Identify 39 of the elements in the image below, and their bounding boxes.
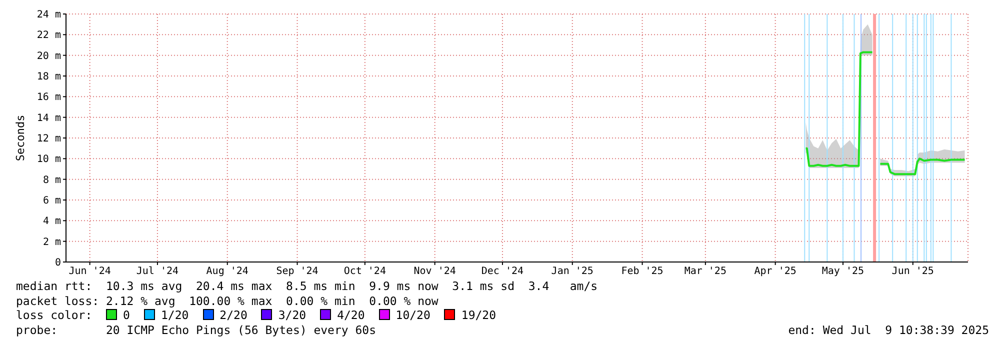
- legend-title: loss color:: [16, 308, 94, 322]
- y-tick-label: 12 m: [36, 134, 61, 145]
- y-tick-label: 4 m: [42, 216, 61, 228]
- x-tick-label: Mar '25: [684, 266, 726, 278]
- x-tick-label: Nov '24: [414, 266, 456, 278]
- x-tick-label: Aug '24: [206, 266, 248, 278]
- text: median rtt: 10.3 ms avg 20.4 ms max 8.5 ms min 9.9 ms now 3.1 ms sd 3.4 am/s: [16, 279, 599, 294]
- y-tick-label: 20 m: [36, 50, 61, 62]
- x-tick-label: Jun '24: [68, 266, 111, 278]
- legend-label: 4/20: [336, 308, 365, 322]
- x-tick-label: Feb '25: [621, 266, 664, 278]
- y-tick-label: 8 m: [42, 174, 61, 186]
- x-tick-label: May '25: [822, 266, 864, 278]
- text: packet loss: 2.12 % avg 100.00 % max 0.00 % min 0.00 % now: [16, 294, 440, 308]
- legend-label: 10/20: [394, 308, 430, 322]
- x-tick-label: Oct '24: [344, 266, 386, 278]
- x-tick-label: Jan '25: [551, 266, 594, 278]
- y-tick-label: 14 m: [36, 112, 61, 124]
- legend-label: 2/20: [218, 308, 248, 322]
- legend-label: 0: [122, 308, 130, 322]
- x-tick-label: Jul '24: [136, 266, 179, 278]
- legend-label: 19/20: [460, 308, 496, 322]
- x-tick-label: Jun '25: [892, 266, 934, 278]
- y-tick-label: 10 m: [36, 154, 61, 166]
- x-tick-label: Dec '24: [481, 266, 524, 278]
- y-tick-label: 16 m: [36, 92, 61, 104]
- y-tick-label: 0: [54, 258, 61, 269]
- text: end: Wed Jul 9 10:38:39 2025: [788, 322, 989, 337]
- y-tick-label: 22 m: [36, 30, 61, 42]
- y-axis-title: Seconds: [14, 114, 27, 162]
- x-tick-label: Sep '24: [276, 266, 318, 278]
- y-tick-label: 18 m: [36, 72, 61, 83]
- y-tick-label: 24 m: [36, 10, 61, 21]
- x-tick-label: Apr '25: [754, 266, 796, 278]
- legend-label: 3/20: [277, 308, 306, 322]
- y-tick-label: 2 m: [42, 236, 61, 248]
- y-tick-label: 6 m: [42, 196, 61, 207]
- text: probe: 20 ICMP Echo Pings (56 Bytes) every 60s: [16, 322, 376, 337]
- legend-label: 1/20: [160, 308, 189, 322]
